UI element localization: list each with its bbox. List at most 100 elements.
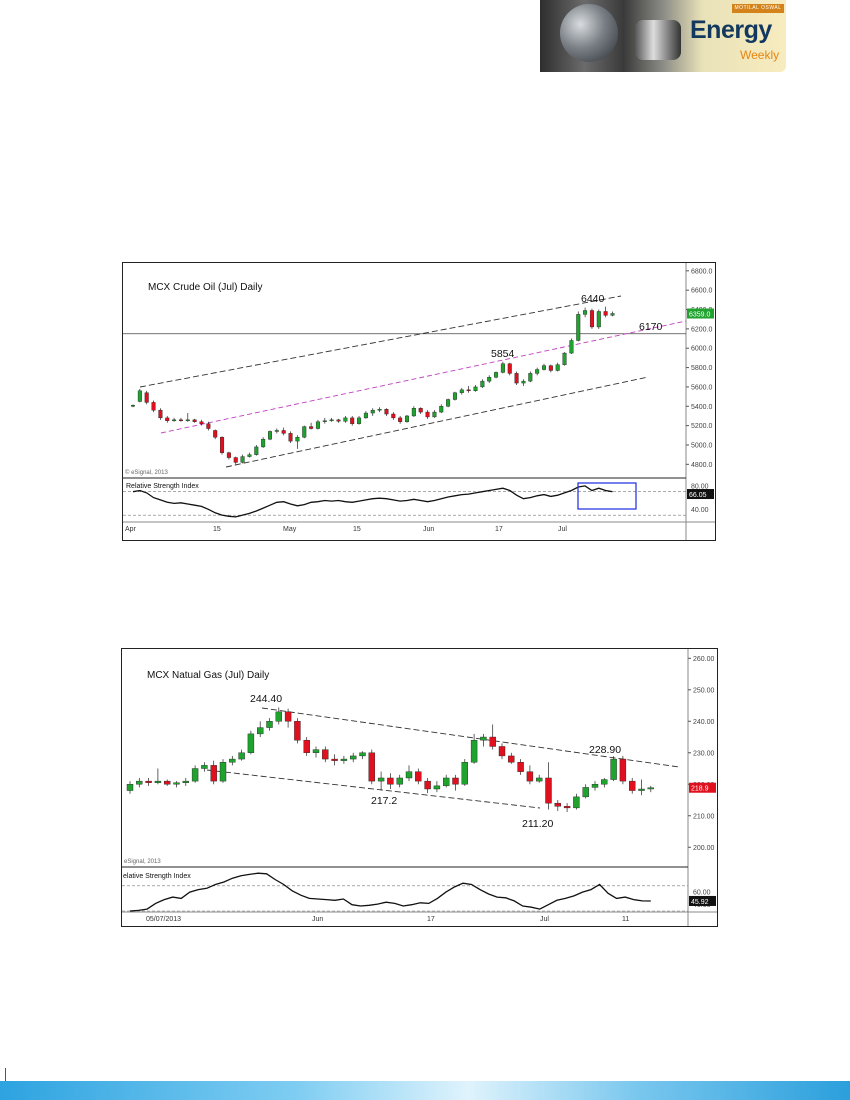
candle-body xyxy=(213,430,218,438)
crude-oil-chart: 6800.06600.06400.06200.06000.05800.05600… xyxy=(122,262,716,855)
candle-body xyxy=(294,721,301,741)
watermark: eSignal, 2013 xyxy=(124,859,161,865)
candle-body xyxy=(459,389,464,393)
candle-body xyxy=(398,417,403,422)
candle-body xyxy=(548,365,553,371)
candle-body xyxy=(452,392,457,400)
banner-title: Energy xyxy=(690,16,772,44)
price-annotation: 228.90 xyxy=(589,744,621,756)
candle-body xyxy=(494,372,499,378)
price-tick-label: 5600.0 xyxy=(691,384,713,391)
time-axis-label: May xyxy=(283,526,297,533)
candle-body xyxy=(563,806,571,809)
candle-body xyxy=(220,437,225,453)
candle-body xyxy=(480,380,485,388)
candle-body xyxy=(238,752,245,760)
time-axis-label: 15 xyxy=(353,526,361,533)
candle-body xyxy=(261,438,266,448)
candle-body xyxy=(309,426,314,429)
watermark: © eSignal, 2013 xyxy=(125,469,168,476)
candle-body xyxy=(315,421,320,429)
trend-channel-line xyxy=(225,376,649,468)
price-annotation: 244.40 xyxy=(250,693,282,705)
candle-body xyxy=(136,780,143,785)
trend-channel-line xyxy=(206,769,541,809)
candle-body xyxy=(498,746,506,757)
candle-body xyxy=(555,364,560,371)
time-axis-label: Apr xyxy=(125,526,137,533)
candle-body xyxy=(573,796,580,809)
time-axis-label: 17 xyxy=(495,526,503,533)
candle-body xyxy=(233,457,238,463)
candle-body xyxy=(288,433,293,442)
rsi-label: Relative Strength Index xyxy=(126,483,199,490)
candle-body xyxy=(281,430,286,434)
candle-body xyxy=(336,419,341,422)
chart-title: MCX Crude Oil (Jul) Daily xyxy=(148,282,262,293)
candle-body xyxy=(145,780,152,783)
candle-body xyxy=(500,363,505,373)
rsi-label: elative Strength Index xyxy=(123,873,191,880)
rsi-tick-label: 80.00 xyxy=(691,483,709,490)
candle-body xyxy=(542,365,547,370)
time-axis-label: 17 xyxy=(427,916,435,923)
candle-body xyxy=(528,373,533,382)
candle-body xyxy=(192,419,197,422)
rsi-last-value-label: 66.05 xyxy=(689,492,707,499)
candle-body xyxy=(405,415,410,422)
candle-body xyxy=(303,739,310,753)
price-tick-label: 6600.0 xyxy=(691,288,713,295)
candle-body xyxy=(526,771,534,782)
price-tick-label: 6800.0 xyxy=(691,268,713,275)
time-axis-label: Jul xyxy=(558,526,567,533)
candle-body xyxy=(165,417,170,421)
time-axis-label: 11 xyxy=(622,916,629,923)
candle-body xyxy=(331,758,338,761)
candle-body xyxy=(185,419,190,422)
globe-icon xyxy=(560,4,618,62)
rsi-line xyxy=(132,485,613,518)
banner-subtitle: Weekly xyxy=(740,48,780,62)
candle-body xyxy=(302,426,307,438)
candle-body xyxy=(589,310,594,328)
candle-body xyxy=(377,408,382,411)
candle-body xyxy=(461,762,468,785)
candle-body xyxy=(629,780,636,791)
price-tick-label: 250.00 xyxy=(693,687,715,694)
candle-body xyxy=(415,771,422,782)
candle-body xyxy=(206,423,211,429)
candle-body xyxy=(164,780,171,785)
candle-body xyxy=(322,420,327,422)
candle-body xyxy=(256,727,264,735)
candle-body xyxy=(229,758,236,763)
candle-body xyxy=(274,430,279,432)
rsi-last-value-tag xyxy=(687,489,714,500)
candle-body xyxy=(343,417,348,422)
price-tick-label: 5400.0 xyxy=(691,404,713,411)
crude-oil-chart-svg: 6800.06600.06400.06200.06000.05800.05600… xyxy=(123,263,715,855)
chart-title: MCX Natual Gas (Jul) Daily xyxy=(147,670,269,681)
price-tick-label: 6200.0 xyxy=(691,326,713,333)
candle-body xyxy=(601,779,608,785)
candle-body xyxy=(247,454,252,457)
candle-body xyxy=(391,413,396,419)
trend-channel-line xyxy=(261,707,680,768)
rsi-last-value-tag xyxy=(689,895,716,906)
price-tick-label: 5200.0 xyxy=(691,423,713,430)
candle-body xyxy=(562,352,567,365)
candle-body xyxy=(126,784,134,791)
last-price-label: 6359.0 xyxy=(689,312,711,319)
footer-bar xyxy=(0,1081,850,1100)
oil-barrel-icon xyxy=(635,20,681,60)
candle-body xyxy=(596,311,601,328)
candle-body xyxy=(443,777,450,787)
price-annotation: 6170 xyxy=(639,321,663,333)
price-tick-label: 240.00 xyxy=(693,719,715,726)
candle-body xyxy=(536,777,543,782)
candle-body xyxy=(405,771,413,779)
candle-body xyxy=(418,408,423,413)
rsi-highlight-box xyxy=(577,482,637,510)
candle-body xyxy=(254,446,259,455)
candle-body xyxy=(647,787,654,790)
time-axis-label: 15 xyxy=(213,526,221,533)
